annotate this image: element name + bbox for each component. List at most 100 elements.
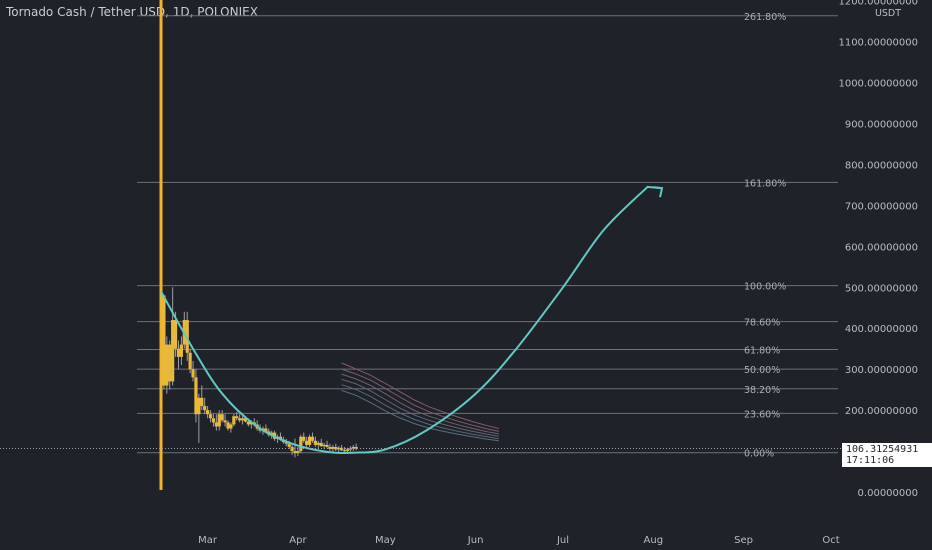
candle-body-21 — [223, 420, 227, 423]
candle-body-2 — [168, 344, 172, 382]
candle-body-45 — [293, 451, 297, 454]
candle-body-22 — [226, 422, 230, 429]
y-tick-label-6: 600.00000000 — [845, 242, 918, 253]
candle-body-57 — [328, 446, 332, 450]
candle-body-23 — [229, 424, 233, 429]
candle-body-3 — [171, 320, 175, 382]
candle-body-17 — [211, 418, 216, 423]
candle-body-61 — [340, 447, 344, 451]
candle-body-59 — [334, 446, 338, 450]
fib-label-4: 61.80% — [744, 345, 780, 356]
fib-label-2: 38.20% — [744, 385, 780, 396]
x-tick-label-2: May — [375, 535, 396, 546]
x-tick-label-5: Aug — [644, 535, 664, 546]
candle-body-13 — [200, 397, 204, 407]
candle-body-50 — [307, 436, 312, 445]
candle-body-29 — [246, 421, 250, 425]
candle-body-49 — [305, 440, 309, 445]
candle-body-48 — [302, 436, 306, 441]
candlesticks — [162, 287, 358, 458]
candle-body-18 — [214, 422, 218, 427]
candle-body-0 — [162, 295, 166, 386]
candle-body-11 — [194, 377, 198, 415]
projection-curve-line — [160, 185, 663, 455]
fib-label-3: 50.00% — [744, 365, 780, 376]
y-tick-label-9: 900.00000000 — [845, 119, 918, 130]
candle-body-14 — [203, 406, 207, 411]
candle-body-60 — [337, 447, 341, 450]
candle-body-64 — [348, 448, 352, 450]
candle-body-66 — [354, 446, 358, 449]
candle-body-1 — [165, 344, 169, 386]
fib-label-0: 0.00% — [744, 449, 774, 460]
candle-body-20 — [220, 414, 224, 421]
y-tick-label-8: 800.00000000 — [845, 160, 918, 171]
price-spike — [159, 0, 163, 490]
candle-body-54 — [319, 442, 323, 447]
ma-line-2 — [341, 373, 499, 435]
currency-label: USDT — [875, 8, 901, 19]
y-tick-label-10: 1000.00000000 — [838, 79, 918, 90]
y-tick-label-0: 0.00000000 — [858, 488, 918, 499]
candle-countdown: 17:11:06 — [846, 455, 895, 466]
ma-line-5 — [341, 389, 499, 442]
y-tick-label-4: 400.00000000 — [845, 324, 918, 335]
candle-body-9 — [188, 352, 192, 370]
candle-body-25 — [235, 416, 239, 419]
fib-label-7: 161.80% — [744, 178, 786, 189]
current-price-label: 106.31254931 17:11:06 — [842, 443, 932, 467]
candle-body-24 — [232, 416, 236, 425]
candle-body-62 — [342, 450, 347, 452]
x-tick-label-7: Oct — [822, 535, 839, 546]
candle-body-47 — [299, 436, 303, 452]
fibonacci-levels: 0.00% 23.60% 38.20% 50.00% 61.80% 78.60% 100.0… — [137, 12, 838, 460]
ma-line-4 — [341, 384, 499, 440]
candle-body-10 — [191, 369, 195, 378]
candle-body-55 — [322, 444, 326, 447]
y-tick-label-3: 300.00000000 — [845, 365, 918, 376]
y-tick-label-11: 1100.00000000 — [838, 38, 918, 49]
y-tick-label-2: 200.00000000 — [845, 406, 918, 417]
current-price-value: 106.31254931 — [846, 444, 919, 455]
candle-body-65 — [351, 446, 355, 449]
candle-body-43 — [287, 443, 291, 447]
fib-label-8: 261.80% — [744, 12, 786, 23]
candle-body-56 — [325, 444, 329, 447]
candle-body-52 — [313, 440, 317, 445]
x-tick-label-3: Jun — [467, 535, 484, 546]
candle-body-46 — [296, 451, 300, 454]
candle-body-16 — [208, 414, 213, 419]
candle-body-26 — [238, 418, 242, 421]
spike-bar — [159, 0, 163, 490]
x-tick-label-1: Apr — [289, 535, 307, 546]
x-tick-label-4: Jul — [556, 535, 569, 546]
y-tick-label-7: 700.00000000 — [845, 201, 918, 212]
projection-arrowhead — [652, 186, 664, 198]
fib-label-6: 100.00% — [744, 282, 786, 293]
ma-line-3 — [341, 378, 499, 437]
x-tick-label-0: Mar — [198, 535, 218, 546]
candle-body-44 — [290, 446, 294, 452]
y-tick-label-5: 500.00000000 — [845, 283, 918, 294]
price-axis: 0.00000000100.00000000200.00000000300.00… — [838, 0, 918, 499]
candle-body-6 — [179, 344, 183, 357]
candle-body-8 — [185, 320, 189, 353]
candle-body-28 — [243, 418, 248, 422]
time-axis: Mar Apr May Jun Jul Aug Sep Oct — [198, 535, 840, 546]
candle-body-51 — [310, 436, 315, 441]
candle-body-35 — [264, 428, 268, 432]
ma-line-0 — [341, 362, 500, 429]
ma-line-1 — [341, 368, 500, 432]
y-tick-label-12: 1200.00000000 — [838, 0, 918, 8]
moving-average-ribbon — [341, 362, 500, 442]
candle-body-4 — [173, 320, 178, 349]
candle-body-53 — [316, 442, 320, 445]
projection-curve — [160, 185, 664, 455]
fib-label-5: 78.60% — [744, 318, 780, 329]
candle-body-37 — [270, 432, 274, 435]
candle-body-5 — [176, 348, 181, 357]
candle-body-58 — [331, 446, 335, 450]
x-tick-label-6: Sep — [734, 535, 753, 546]
candle-body-15 — [206, 410, 210, 415]
